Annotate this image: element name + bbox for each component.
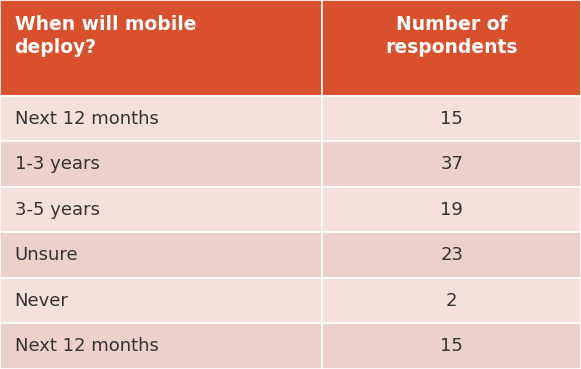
FancyBboxPatch shape — [322, 187, 581, 232]
FancyBboxPatch shape — [322, 324, 581, 369]
Text: Number of
respondents: Number of respondents — [385, 15, 518, 57]
FancyBboxPatch shape — [0, 187, 322, 232]
Text: Next 12 months: Next 12 months — [15, 110, 159, 128]
Text: Never: Never — [15, 292, 69, 310]
FancyBboxPatch shape — [322, 278, 581, 324]
Text: 23: 23 — [440, 246, 463, 264]
Text: 2: 2 — [446, 292, 457, 310]
FancyBboxPatch shape — [322, 232, 581, 278]
Text: 37: 37 — [440, 155, 463, 173]
Text: 1-3 years: 1-3 years — [15, 155, 99, 173]
Text: 19: 19 — [440, 201, 463, 219]
FancyBboxPatch shape — [322, 141, 581, 187]
Text: When will mobile
deploy?: When will mobile deploy? — [15, 15, 196, 57]
Text: 3-5 years: 3-5 years — [15, 201, 99, 219]
Text: 15: 15 — [440, 110, 463, 128]
FancyBboxPatch shape — [322, 0, 581, 96]
Text: Next 12 months: Next 12 months — [15, 337, 159, 355]
Text: Unsure: Unsure — [15, 246, 78, 264]
FancyBboxPatch shape — [322, 96, 581, 141]
FancyBboxPatch shape — [0, 96, 322, 141]
Text: 15: 15 — [440, 337, 463, 355]
FancyBboxPatch shape — [0, 0, 322, 96]
FancyBboxPatch shape — [0, 232, 322, 278]
FancyBboxPatch shape — [0, 278, 322, 324]
FancyBboxPatch shape — [0, 324, 322, 369]
FancyBboxPatch shape — [0, 141, 322, 187]
